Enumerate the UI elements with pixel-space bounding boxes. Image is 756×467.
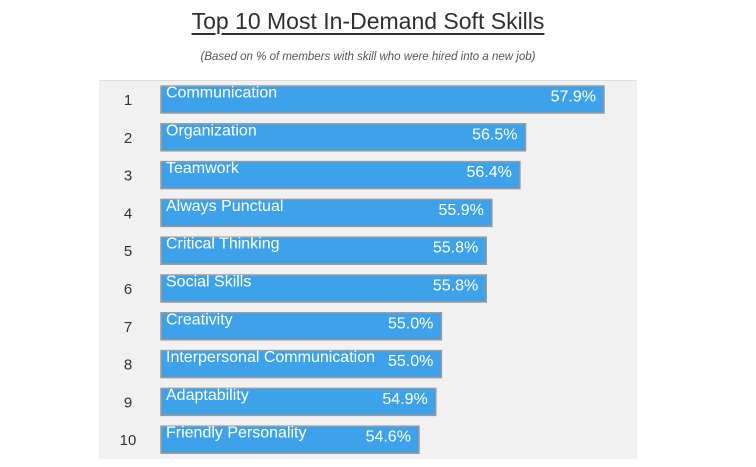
value-label: 55.8% bbox=[433, 278, 478, 295]
bar bbox=[160, 425, 420, 454]
bar bbox=[160, 274, 487, 303]
rank-number: 1 bbox=[124, 92, 132, 109]
rank-number: 6 bbox=[124, 281, 132, 298]
bar bbox=[160, 123, 527, 152]
rank-number: 8 bbox=[124, 357, 132, 374]
bar bbox=[160, 387, 437, 417]
bar bbox=[160, 236, 487, 265]
bar bbox=[160, 312, 443, 341]
value-label: 55.8% bbox=[433, 240, 478, 257]
category-label: Critical Thinking bbox=[166, 236, 280, 253]
category-label: Creativity bbox=[166, 311, 233, 328]
value-label: 54.9% bbox=[382, 391, 427, 408]
rank-number: 5 bbox=[124, 243, 132, 260]
rank-number: 7 bbox=[124, 319, 132, 336]
bar bbox=[160, 160, 521, 190]
bar bbox=[160, 85, 605, 114]
category-label: Friendly Personality bbox=[166, 425, 307, 442]
rank-number: 9 bbox=[124, 394, 132, 411]
rank-number: 2 bbox=[124, 130, 132, 147]
bar-chart: 1 Communication 57.9% 2 Organization 56.5% 3 Te… bbox=[120, 85, 605, 454]
category-label: Organization bbox=[166, 122, 257, 139]
category-label: Interpersonal Communication bbox=[166, 349, 375, 366]
category-label: Teamwork bbox=[166, 160, 240, 177]
value-label: 56.5% bbox=[472, 126, 517, 143]
value-label: 54.6% bbox=[366, 429, 411, 446]
chart-title: Top 10 Most In-Demand Soft Skills bbox=[191, 8, 545, 34]
chart-subtitle: (Based on % of members with skill who we… bbox=[200, 51, 536, 63]
rank-number: 3 bbox=[124, 168, 132, 185]
chart-panel: 1 Communication 57.9% 2 Organization 56.5% 3 Te… bbox=[99, 80, 637, 459]
category-label: Always Punctual bbox=[166, 198, 283, 215]
value-label: 55.0% bbox=[388, 353, 433, 370]
value-label: 57.9% bbox=[551, 89, 596, 106]
value-label: 56.4% bbox=[467, 164, 512, 181]
value-label: 55.9% bbox=[438, 202, 483, 219]
rank-number: 4 bbox=[124, 205, 132, 222]
category-label: Social Skills bbox=[166, 274, 251, 291]
bar bbox=[160, 349, 443, 379]
rank-number: 10 bbox=[120, 432, 137, 449]
category-label: Communication bbox=[166, 85, 277, 102]
value-label: 55.0% bbox=[388, 315, 433, 332]
category-label: Adaptability bbox=[166, 387, 249, 404]
bar bbox=[160, 198, 493, 228]
